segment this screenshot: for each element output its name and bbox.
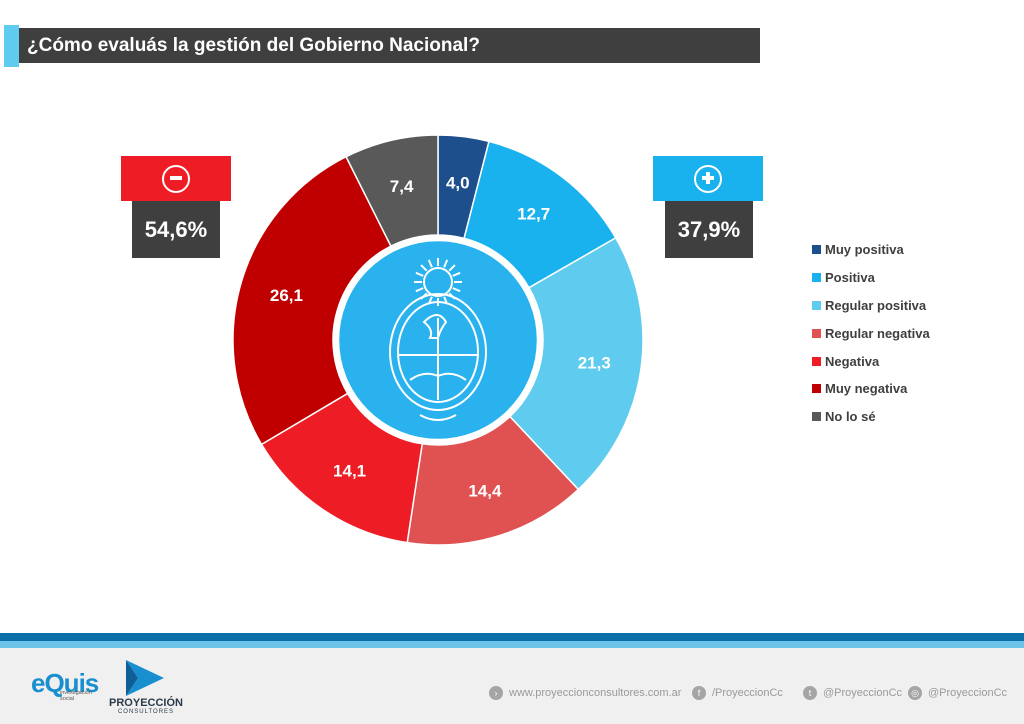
footer (0, 648, 1024, 724)
legend-item: Muy negativa (812, 375, 930, 403)
instagram-icon: ◎ (908, 686, 922, 700)
website-text: www.proyeccionconsultores.com.ar (509, 687, 682, 699)
legend-swatch (812, 356, 821, 366)
twitter-icon: t (803, 686, 817, 700)
legend-item: Positiva (812, 264, 930, 292)
legend-item: No lo sé (812, 403, 930, 431)
center-ring (336, 238, 540, 442)
instagram-link[interactable]: ◎ @ProyeccionCc (908, 686, 1007, 700)
proyeccion-logo-icon (126, 660, 164, 696)
positive-badge (653, 156, 763, 201)
legend-swatch (812, 412, 821, 422)
legend-label: Negativa (825, 353, 880, 369)
minus-icon (162, 164, 190, 193)
slice-label: 14,4 (468, 481, 502, 500)
footer-stripe-dark (0, 633, 1024, 641)
negative-total: 54,6% (132, 201, 220, 258)
legend-swatch (812, 245, 821, 255)
legend-label: Muy positiva (825, 242, 904, 258)
legend-item: Regular positiva (812, 292, 930, 320)
facebook-icon: f (692, 686, 706, 700)
legend-item: Muy positiva (812, 236, 930, 264)
equis-tagline: investigación social (60, 690, 92, 702)
slice-label: 21,3 (578, 354, 611, 373)
plus-icon (694, 164, 722, 193)
coat-of-arms-emblem (336, 238, 540, 442)
slice-label: 12,7 (517, 205, 550, 224)
arrow-icon: › (489, 686, 503, 700)
legend-swatch (812, 300, 821, 310)
legend-swatch (812, 273, 821, 283)
footer-stripe-light (0, 641, 1024, 648)
slice-regular-positiva (508, 236, 644, 491)
legend-swatch (812, 384, 821, 394)
website-link[interactable]: › www.proyeccionconsultores.com.ar (489, 686, 681, 700)
proyeccion-logo-sub: CONSULTORES (117, 709, 175, 715)
twitter-link[interactable]: t @ProyeccionCc (803, 686, 902, 700)
legend-label: No lo sé (825, 409, 876, 425)
facebook-text: /ProyeccionCc (712, 687, 783, 699)
slice-label: 7,4 (390, 177, 414, 196)
legend-swatch (812, 328, 821, 338)
slice-no-lo-s- (345, 134, 439, 248)
slice-muy-negativa (232, 155, 392, 446)
slice-negativa (260, 392, 424, 544)
legend-item: Negativa (812, 347, 930, 375)
slice-label: 4,0 (446, 174, 470, 193)
positive-total: 37,9% (665, 201, 753, 258)
slice-label: 26,1 (270, 286, 303, 305)
facebook-link[interactable]: f /ProyeccionCc (692, 686, 783, 700)
title-accent-bar (4, 25, 19, 67)
legend-label: Regular negativa (825, 325, 930, 341)
slice-label: 14,1 (333, 461, 366, 480)
legend-label: Regular positiva (825, 297, 927, 313)
chart-legend: Muy positiva Positiva Regular positiva Regu… (812, 236, 930, 431)
emblem-icon (389, 258, 487, 421)
twitter-text: @ProyeccionCc (823, 687, 903, 699)
legend-label: Muy negativa (825, 381, 908, 397)
legend-label: Positiva (825, 270, 875, 286)
equis-logo: eQuis (31, 668, 99, 698)
instagram-text: @ProyeccionCc (928, 687, 1008, 699)
legend-item: Regular negativa (812, 319, 930, 347)
proyeccion-logo-name: PROYECCIÓN (109, 697, 183, 709)
negative-badge (121, 156, 231, 201)
page-title: ¿Cómo evaluás la gestión del Gobierno Na… (19, 28, 760, 63)
